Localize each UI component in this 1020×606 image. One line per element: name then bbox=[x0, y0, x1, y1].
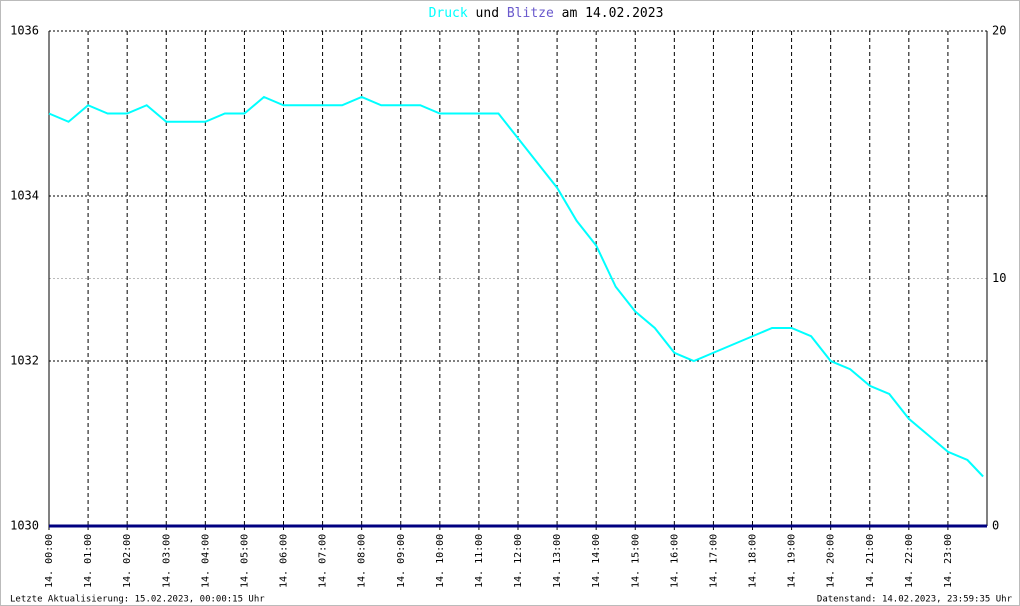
y2-tick-label: 0 bbox=[992, 519, 999, 533]
title-series: Druck bbox=[429, 6, 468, 21]
x-tick-label: 14. 08:00 bbox=[357, 534, 368, 588]
x-tick-label: 14. 20:00 bbox=[826, 534, 837, 588]
chart-title: Druck und Blitze am 14.02.2023 bbox=[429, 6, 664, 21]
footer-right: Datenstand: 14.02.2023, 23:59:35 Uhr bbox=[817, 595, 1013, 605]
x-tick-label: 14. 21:00 bbox=[865, 534, 876, 588]
x-tick-label: 14. 13:00 bbox=[552, 534, 563, 588]
x-tick-label: 14. 05:00 bbox=[239, 534, 250, 588]
title-series: Blitze bbox=[507, 6, 554, 21]
title-join: und bbox=[476, 6, 499, 21]
x-tick-label: 14. 11:00 bbox=[474, 534, 485, 588]
x-tick-label: 14. 19:00 bbox=[787, 534, 798, 588]
x-tick-label: 14. 12:00 bbox=[513, 534, 524, 588]
x-tick-label: 14. 04:00 bbox=[200, 534, 211, 588]
y2-tick-label: 20 bbox=[992, 24, 1006, 38]
x-tick-label: 14. 02:00 bbox=[122, 534, 133, 588]
x-tick-label: 14. 01:00 bbox=[83, 534, 94, 588]
y-tick-label: 1032 bbox=[10, 354, 39, 368]
x-tick-label: 14. 09:00 bbox=[396, 534, 407, 588]
y2-tick-label: 10 bbox=[992, 271, 1006, 285]
x-tick-label: 14. 17:00 bbox=[708, 534, 719, 588]
x-tick-label: 14. 18:00 bbox=[748, 534, 759, 588]
x-tick-label: 14. 14:00 bbox=[591, 534, 602, 588]
footer-left: Letzte Aktualisierung: 15.02.2023, 00:00… bbox=[10, 595, 265, 605]
x-tick-label: 14. 16:00 bbox=[669, 534, 680, 588]
x-tick-label: 14. 10:00 bbox=[435, 534, 446, 588]
x-tick-label: 14. 00:00 bbox=[44, 534, 55, 588]
x-tick-label: 14. 15:00 bbox=[630, 534, 641, 588]
title-date: am 14.02.2023 bbox=[562, 6, 664, 21]
y-tick-label: 1036 bbox=[10, 24, 39, 38]
x-tick-label: 14. 22:00 bbox=[904, 534, 915, 588]
series-line bbox=[48, 95, 984, 478]
x-tick-label: 14. 03:00 bbox=[161, 534, 172, 588]
y-tick-label: 1034 bbox=[10, 189, 39, 203]
x-tick-label: 14. 23:00 bbox=[943, 534, 954, 588]
x-tick-label: 14. 06:00 bbox=[279, 534, 290, 588]
x-tick-label: 14. 07:00 bbox=[318, 534, 329, 588]
y-tick-label: 1030 bbox=[10, 519, 39, 533]
